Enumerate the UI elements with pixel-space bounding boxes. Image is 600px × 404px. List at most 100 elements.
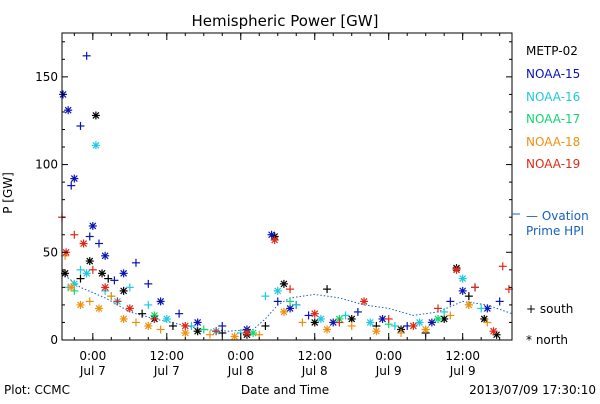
- chart-title: Hemispheric Power [GW]: [192, 12, 379, 30]
- south-marker: [218, 328, 227, 337]
- north-marker: [249, 328, 258, 337]
- south-marker: [175, 309, 184, 318]
- x-tick-label-time: 0:00: [79, 349, 106, 363]
- north-marker: [273, 286, 282, 295]
- north-marker: [360, 297, 369, 306]
- south-marker: [347, 321, 356, 330]
- series-noaa-18: [61, 251, 492, 341]
- north-marker: [76, 300, 85, 309]
- north-marker: [323, 325, 332, 334]
- north-marker: [193, 318, 202, 327]
- south-marker: [125, 283, 134, 292]
- south-marker: [286, 285, 295, 294]
- north-marker: [98, 269, 107, 278]
- north-marker: [279, 307, 288, 316]
- north-marker: [458, 274, 467, 283]
- x-tick-label-date: Jul 9: [375, 364, 402, 378]
- south-marker: [390, 321, 399, 330]
- south-marker: [94, 239, 103, 248]
- legend-ovation-line2: Prime HPI: [526, 224, 584, 238]
- south-marker: [286, 297, 295, 306]
- south-marker: [471, 283, 480, 292]
- south-marker: [323, 285, 332, 294]
- south-marker: [85, 297, 94, 306]
- south-marker: [144, 300, 153, 309]
- legend-item-noaa-16: NOAA-16: [526, 90, 580, 104]
- south-marker: [212, 327, 221, 336]
- south-marker: [76, 274, 85, 283]
- south-marker: [218, 321, 227, 330]
- south-marker: [273, 297, 282, 306]
- y-axis-label: P [GW]: [1, 172, 15, 214]
- north-marker: [125, 304, 134, 313]
- south-marker: [498, 262, 507, 271]
- north-marker: [193, 327, 202, 336]
- south-marker: [199, 325, 208, 334]
- legend-ovation-line1: — Ovation: [526, 209, 589, 223]
- north-marker: [119, 314, 128, 323]
- north-marker: [181, 328, 190, 337]
- south-marker: [384, 314, 393, 323]
- legend-item-noaa-19: NOAA-19: [526, 157, 580, 171]
- y-tick-label: 50: [43, 245, 58, 259]
- legend-item-metp-02: METP-02: [526, 44, 578, 58]
- south-marker: [138, 309, 147, 318]
- south-marker: [446, 297, 455, 306]
- north-marker: [242, 328, 251, 337]
- south-marker: [76, 265, 85, 274]
- legend-north: * north: [526, 333, 568, 347]
- x-tick-label-date: Jul 9: [449, 364, 476, 378]
- north-marker: [119, 269, 128, 278]
- north-marker: [79, 239, 88, 248]
- north-marker: [70, 174, 79, 183]
- series-noaa-17: [70, 286, 473, 337]
- north-marker: [310, 309, 319, 318]
- legend-south: + south: [526, 302, 573, 316]
- x-tick-label-date: Jul 8: [227, 364, 254, 378]
- south-marker: [85, 232, 94, 241]
- north-marker: [372, 327, 381, 336]
- north-marker: [452, 265, 461, 274]
- north-marker: [366, 318, 375, 327]
- south-marker: [70, 230, 79, 239]
- north-marker: [181, 321, 190, 330]
- south-marker: [446, 311, 455, 320]
- south-marker: [156, 325, 165, 334]
- x-tick-label-date: Jul 7: [153, 364, 180, 378]
- north-marker: [91, 111, 100, 120]
- south-marker: [397, 328, 406, 337]
- x-tick-label-time: 0:00: [227, 349, 254, 363]
- south-marker: [335, 318, 344, 327]
- north-marker: [286, 304, 295, 313]
- north-marker: [85, 257, 94, 266]
- south-marker: [464, 292, 473, 301]
- north-marker: [88, 221, 97, 230]
- south-marker: [353, 307, 362, 316]
- south-marker: [261, 292, 270, 301]
- series-noaa-19: [58, 213, 513, 337]
- north-marker: [82, 269, 91, 278]
- south-marker: [88, 265, 97, 274]
- south-marker: [82, 51, 91, 60]
- north-marker: [67, 283, 76, 292]
- marks-layer: [58, 51, 513, 341]
- legend-item-noaa-15: NOAA-15: [526, 67, 580, 81]
- north-marker: [427, 318, 436, 327]
- y-tick-label: 100: [35, 158, 58, 172]
- south-marker: [168, 321, 177, 330]
- y-tick-label: 150: [35, 70, 58, 84]
- north-marker: [230, 332, 239, 341]
- south-marker: [113, 297, 122, 306]
- south-marker: [110, 276, 119, 285]
- south-marker: [76, 121, 85, 130]
- north-marker: [464, 300, 473, 309]
- legend-item-noaa-17: NOAA-17: [526, 112, 580, 126]
- north-marker: [310, 318, 319, 327]
- south-marker: [150, 314, 159, 323]
- south-marker: [205, 330, 214, 339]
- south-marker: [483, 318, 492, 327]
- north-marker: [144, 321, 153, 330]
- north-marker: [316, 314, 325, 323]
